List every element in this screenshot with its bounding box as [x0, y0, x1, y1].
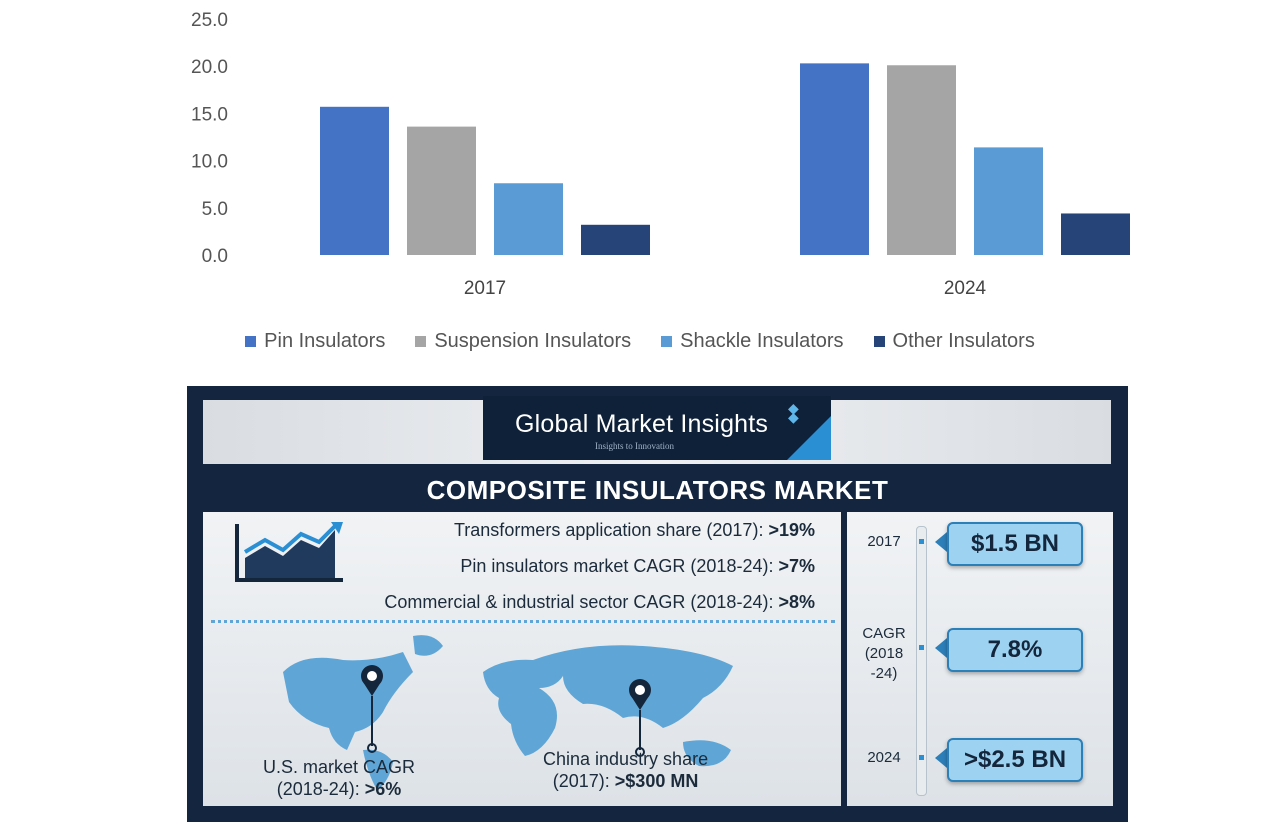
fact-label: Commercial & industrial sector CAGR (201… — [384, 592, 779, 612]
fact-label: Transformers application share (2017): — [453, 520, 769, 540]
bar-pin-insulators-2024 — [800, 63, 869, 256]
bar-shackle-insulators-2024 — [974, 147, 1043, 255]
bar-suspension-insulators-2024 — [887, 65, 956, 255]
arrow-icon — [935, 638, 947, 658]
timeline-cagr-label: CAGR (2018 -24) — [857, 624, 911, 684]
logo-corner-decoration — [787, 416, 831, 460]
bar-other-insulators-2017 — [581, 224, 650, 255]
infographic-panel: Global Market Insights ◆ ◆ Insights to In… — [187, 386, 1128, 822]
timeline-panel: 2017 $1.5 BN CAGR (2018 -24) 7.8% 2024 >… — [847, 512, 1113, 806]
china-value: >$300 MN — [614, 771, 699, 791]
trend-chart-icon — [235, 522, 343, 582]
legend-item: Pin Insulators — [245, 330, 385, 353]
legend-item: Suspension Insulators — [415, 330, 631, 353]
x-tick-label: 2024 — [944, 278, 987, 299]
value-2024: >$2.5 BN — [947, 738, 1083, 782]
infographic-title: COMPOSITE INSULATORS MARKET — [426, 474, 889, 505]
bar-other-insulators-2024 — [1061, 213, 1130, 255]
arrow-icon — [935, 532, 947, 552]
legend-label: Shackle Insulators — [680, 330, 844, 352]
us-market-label: U.S. market CAGR (2018-24): >6% — [263, 756, 415, 800]
chart-legend: Pin Insulators Suspension Insulators Shack… — [0, 330, 1280, 353]
timeline-year-2024: 2024 — [867, 749, 901, 766]
timeline-dot — [919, 645, 924, 650]
y-axis: 0.0 5.0 10.0 15.0 20.0 25.0 — [191, 10, 228, 267]
us-label-line1: U.S. market CAGR — [263, 757, 416, 777]
legend-swatch — [873, 336, 885, 347]
timeline-dot — [919, 755, 924, 760]
value-2017: $1.5 BN — [947, 522, 1083, 566]
y-tick-label: 20.0 — [191, 57, 228, 78]
bar-shackle-insulators-2017 — [494, 183, 563, 255]
y-tick-label: 5.0 — [202, 199, 228, 220]
cagr-line3: -24) — [870, 665, 898, 682]
legend-label: Pin Insulators — [264, 330, 386, 352]
logo-title: Global Market Insights — [515, 410, 769, 438]
legend-item: Other Insulators — [873, 330, 1035, 353]
china-pin-icon — [629, 679, 651, 757]
y-tick-label: 15.0 — [191, 104, 228, 125]
x-tick-label: 2017 — [464, 278, 506, 299]
bar-pin-insulators-2017 — [320, 106, 389, 256]
legend-swatch — [415, 336, 427, 347]
cagr-line2: (2018 — [864, 645, 904, 662]
timeline-year-2017: 2017 — [867, 533, 901, 550]
legend-item: Shackle Insulators — [661, 330, 844, 353]
y-tick-label: 0.0 — [202, 246, 228, 267]
facts-panel: Transformers application share (2017): >… — [203, 512, 841, 806]
china-label-line2: (2017): — [552, 771, 615, 791]
us-value: >6% — [364, 779, 402, 799]
legend-swatch — [245, 336, 257, 347]
legend-label: Suspension Insulators — [434, 330, 632, 352]
y-tick-label: 10.0 — [191, 152, 228, 173]
timeline-dot — [919, 539, 924, 544]
bars — [320, 63, 1130, 256]
fact-label: Pin insulators market CAGR (2018-24): — [460, 556, 779, 576]
world-map — [283, 635, 733, 790]
arrow-icon — [935, 748, 947, 768]
china-market-label: China industry share (2017): >$300 MN — [543, 748, 708, 792]
y-tick-label: 25.0 — [191, 10, 228, 31]
bar-suspension-insulators-2017 — [407, 126, 476, 255]
fact-value: >19% — [768, 520, 815, 540]
fact-transformers: Transformers application share (2017): >… — [454, 520, 815, 541]
fact-commercial: Commercial & industrial sector CAGR (201… — [384, 592, 815, 613]
legend-swatch — [661, 336, 673, 347]
title-bar: COMPOSITE INSULATORS MARKET — [187, 470, 1128, 510]
fact-value: >7% — [778, 556, 815, 576]
china-label-line1: China industry share — [543, 749, 709, 769]
logo-tagline: Insights to Innovation — [595, 441, 674, 451]
logo: Global Market Insights ◆ ◆ Insights to In… — [483, 396, 831, 460]
divider — [211, 620, 835, 623]
fact-pin-insulators: Pin insulators market CAGR (2018-24): >7… — [460, 556, 815, 577]
fact-value: >8% — [778, 592, 815, 612]
legend-label: Other Insulators — [892, 330, 1035, 352]
x-axis: 2017 2024 — [464, 278, 987, 299]
us-pin-icon — [361, 665, 383, 753]
cagr-line1: CAGR — [862, 625, 906, 642]
us-label-line2: (2018-24): — [276, 779, 365, 799]
timeline-line — [916, 526, 927, 796]
bar-chart: 0.0 5.0 10.0 15.0 20.0 25.0 2017 2024 — [191, 10, 1130, 299]
cagr-value: 7.8% — [947, 628, 1083, 672]
